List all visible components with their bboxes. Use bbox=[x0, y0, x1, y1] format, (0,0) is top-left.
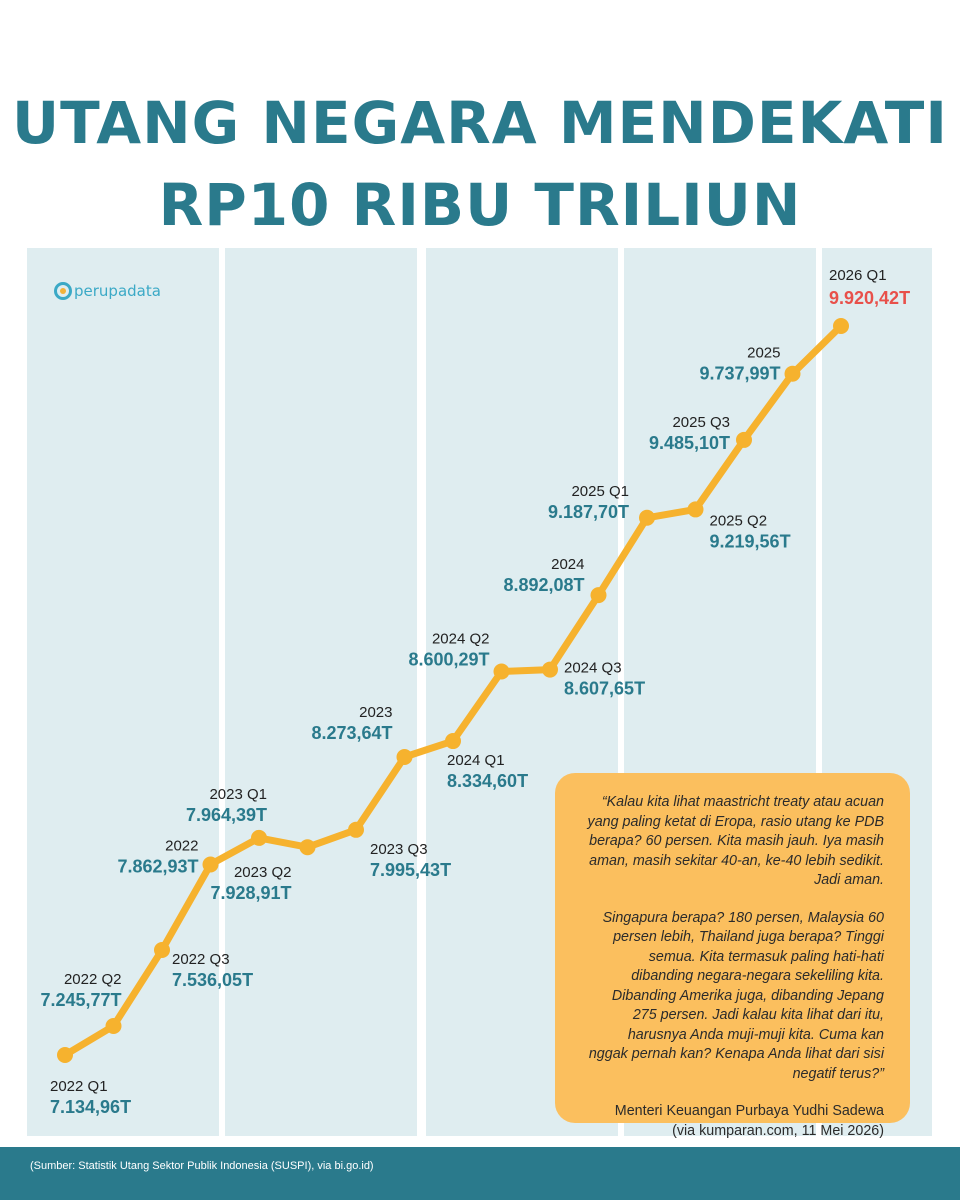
period-label: 2022 bbox=[165, 837, 198, 854]
data-point bbox=[687, 501, 704, 518]
data-point bbox=[493, 663, 510, 680]
data-point bbox=[202, 856, 219, 873]
period-label: 2022 Q3 bbox=[172, 951, 230, 968]
source-note: (Sumber: Statistik Utang Sektor Publik I… bbox=[30, 1160, 374, 1172]
data-point bbox=[348, 821, 364, 838]
value-label: 7.862,93T bbox=[117, 856, 198, 876]
value-label: 9.920,42T bbox=[829, 288, 910, 308]
footer-bar: (Sumber: Statistik Utang Sektor Publik I… bbox=[0, 1147, 960, 1200]
quote-attribution-line2: (via kumparan.com, 11 Mei 2026) bbox=[672, 1122, 884, 1139]
period-label: 2025 Q3 bbox=[672, 414, 730, 431]
value-label: 9.187,70T bbox=[548, 502, 629, 522]
value-label: 8.892,08T bbox=[503, 575, 584, 595]
data-point bbox=[542, 661, 558, 678]
logo: perupadata bbox=[54, 282, 161, 300]
period-label: 2023 Q1 bbox=[209, 786, 267, 803]
data-point bbox=[736, 431, 752, 448]
value-label: 8.607,65T bbox=[564, 679, 645, 699]
value-label: 7.245,77T bbox=[40, 990, 121, 1010]
data-point bbox=[833, 318, 849, 334]
data-point bbox=[445, 733, 461, 750]
period-label: 2025 bbox=[747, 345, 780, 362]
page-title-line2: RP10 RIBU TRILIUN bbox=[158, 171, 802, 239]
period-label: 2023 Q3 bbox=[370, 841, 428, 858]
period-label: 2023 Q2 bbox=[234, 864, 292, 881]
logo-icon bbox=[54, 282, 72, 300]
background-band-2 bbox=[225, 248, 417, 1136]
value-label: 7.995,43T bbox=[370, 860, 451, 880]
data-point bbox=[396, 748, 413, 765]
data-point bbox=[784, 365, 801, 382]
background-band-1 bbox=[27, 248, 219, 1136]
period-label: 2023 bbox=[359, 704, 392, 721]
value-label: 7.536,05T bbox=[172, 970, 253, 990]
value-label: 7.134,96T bbox=[50, 1097, 131, 1117]
value-label: 7.964,39T bbox=[186, 805, 267, 825]
value-label: 8.334,60T bbox=[447, 771, 528, 791]
period-label: 2024 bbox=[551, 556, 584, 573]
period-label: 2025 Q1 bbox=[571, 483, 629, 500]
value-label: 7.928,91T bbox=[210, 883, 291, 903]
quote-box: “Kalau kita lihat maastricht treaty atau… bbox=[555, 773, 910, 1139]
value-label: 8.600,29T bbox=[408, 649, 489, 669]
quote-attribution-line1: Menteri Keuangan Purbaya Yudhi Sadewa bbox=[614, 1103, 884, 1119]
period-label: 2024 Q3 bbox=[564, 660, 622, 677]
period-label: 2024 Q2 bbox=[432, 630, 490, 647]
period-label: 2022 Q2 bbox=[64, 971, 122, 988]
quote-paragraph-2: Singapura berapa? 180 persen, Malaysia 6… bbox=[588, 909, 884, 1082]
value-label: 9.485,10T bbox=[649, 433, 730, 453]
value-label: 9.737,99T bbox=[699, 364, 780, 384]
data-point bbox=[251, 829, 267, 846]
data-points-layer: 2022 Q1 7.134,96T 2022 Q2 7.245,77T 2022 Q3 7… bbox=[40, 267, 910, 1117]
page-title-line1: UTANG NEGARA MENDEKATI bbox=[12, 89, 948, 157]
data-point bbox=[57, 1047, 73, 1063]
data-point bbox=[590, 587, 607, 604]
value-label: 8.273,64T bbox=[311, 723, 392, 743]
data-point bbox=[154, 942, 170, 959]
period-label: 2024 Q1 bbox=[447, 752, 505, 769]
data-point bbox=[105, 1017, 122, 1034]
logo-text: perupadata bbox=[74, 282, 161, 300]
period-label: 2025 Q2 bbox=[710, 512, 768, 529]
value-label: 9.219,56T bbox=[710, 531, 791, 551]
quote-paragraph-1: “Kalau kita lihat maastricht treaty atau… bbox=[587, 794, 884, 888]
period-label: 2026 Q1 bbox=[829, 267, 887, 284]
data-point bbox=[639, 509, 655, 526]
data-point bbox=[299, 839, 316, 856]
period-label: 2022 Q1 bbox=[50, 1078, 108, 1095]
